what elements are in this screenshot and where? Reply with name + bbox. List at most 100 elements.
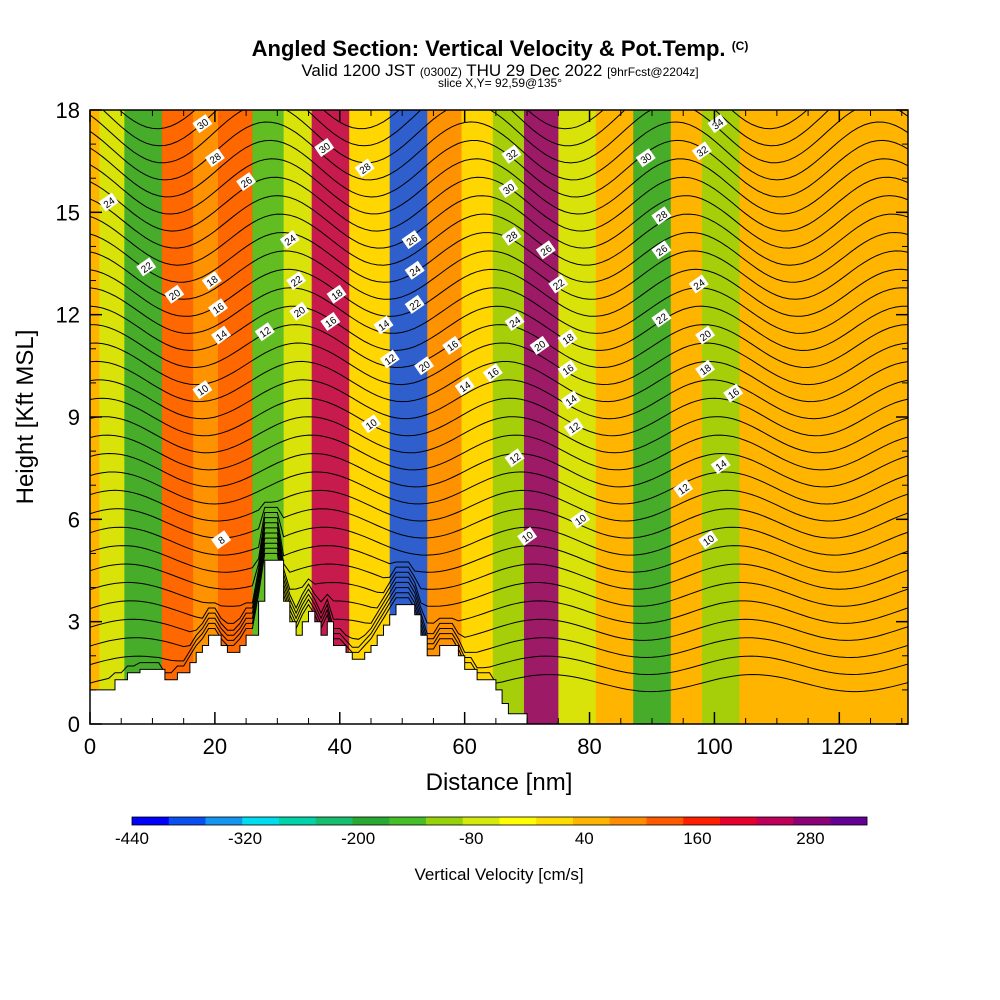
colorbar-tick-label: -320 bbox=[228, 829, 262, 848]
colorbar-swatch bbox=[462, 817, 500, 825]
isentrope-label: 20 bbox=[695, 325, 716, 345]
isentrope-label-bg bbox=[517, 526, 538, 546]
isentrope-label-bg bbox=[504, 448, 525, 468]
isentrope-label: 26 bbox=[651, 240, 672, 260]
isentrope-line bbox=[102, 110, 830, 147]
isentrope-label-bg bbox=[723, 383, 744, 403]
isentrope-label: 24 bbox=[404, 260, 425, 280]
velocity-band bbox=[739, 110, 797, 724]
isentrope-label-bg bbox=[454, 376, 475, 396]
valid-utc: (0300Z) bbox=[419, 65, 462, 79]
isentrope-label: 24 bbox=[98, 192, 119, 212]
slice-info: slice X,Y= 92,59@135° bbox=[437, 76, 563, 90]
isentrope-line bbox=[90, 517, 908, 573]
isentrope-label: 18 bbox=[326, 284, 347, 304]
isentrope-line bbox=[90, 552, 908, 693]
isentrope-label: 16 bbox=[557, 359, 578, 379]
axes: 0 20 40 60 80 100 120 0 3 6 9 12 15 18 bbox=[56, 98, 908, 759]
isentrope-label: 14 bbox=[454, 376, 475, 396]
isentrope-label: 14 bbox=[560, 390, 581, 410]
isentrope-label-bg bbox=[289, 301, 310, 321]
isentrope-label: 20 bbox=[529, 335, 550, 355]
isentrope-line bbox=[90, 547, 908, 676]
isentrope-label: 12 bbox=[379, 349, 400, 369]
isentrope-contours bbox=[90, 110, 908, 693]
isentrope-line bbox=[90, 522, 908, 590]
isentrope-label-bg bbox=[211, 530, 232, 550]
isentrope-line bbox=[90, 532, 908, 624]
isentrope-label-bg bbox=[414, 356, 435, 376]
isentrope-label-bg bbox=[192, 114, 213, 134]
isentrope-label: 30 bbox=[635, 148, 656, 168]
velocity-band bbox=[218, 110, 253, 724]
isentrope-label-bg bbox=[211, 325, 232, 345]
colorbar-swatch bbox=[683, 817, 721, 825]
isentrope-label-bg bbox=[373, 315, 394, 335]
isentrope-label-bg bbox=[201, 271, 222, 291]
isentrope-line bbox=[90, 268, 908, 317]
isentrope-label: 16 bbox=[723, 383, 744, 403]
isentrope-labels: 24 22 20 30 28 18 16 14 26 12 10 8 24 22 20 30 28 18 16 14 1… bbox=[98, 114, 744, 550]
isentrope-line bbox=[90, 250, 908, 300]
isentrope-line bbox=[90, 287, 908, 334]
colorbar-swatch bbox=[242, 817, 280, 825]
isentrope-label: 30 bbox=[498, 178, 519, 199]
isentrope-label: 12 bbox=[673, 479, 694, 499]
isentrope-line bbox=[90, 342, 908, 386]
isentrope-label-bg bbox=[560, 390, 581, 410]
isentrope-label-bg bbox=[442, 335, 463, 355]
velocity-band bbox=[558, 110, 597, 724]
isentrope-label: 14 bbox=[373, 315, 394, 335]
isentrope-label: 24 bbox=[688, 274, 709, 294]
colorbar-swatch bbox=[168, 817, 206, 825]
velocity-band bbox=[349, 110, 391, 724]
colorbar-swatch bbox=[279, 817, 317, 825]
isentrope-label-bg bbox=[379, 349, 400, 369]
isentrope-label: 28 bbox=[204, 148, 225, 168]
isentrope-label-bg bbox=[501, 144, 522, 164]
isentrope-label: 26 bbox=[535, 240, 556, 260]
isentrope-label-bg bbox=[557, 328, 578, 349]
isentrope-label: 22 bbox=[286, 271, 307, 291]
isentrope-label: 22 bbox=[548, 274, 569, 294]
isentrope-label-bg bbox=[535, 240, 556, 260]
x-tick-label: 100 bbox=[696, 734, 733, 759]
colorbar-label: Vertical Velocity [cm/s] bbox=[414, 865, 583, 884]
isentrope-label: 16 bbox=[442, 335, 463, 355]
colorbar-frame bbox=[131, 816, 868, 826]
isentrope-line bbox=[90, 324, 908, 369]
isentrope-label: 16 bbox=[208, 298, 228, 318]
isentrope-line bbox=[90, 537, 908, 641]
isentrope-label: 30 bbox=[192, 114, 213, 134]
colorbar-tick-label: -80 bbox=[459, 829, 484, 848]
colorbar-swatch bbox=[132, 817, 170, 825]
velocity-band bbox=[461, 110, 494, 724]
isentrope-label-bg bbox=[635, 148, 656, 168]
colorbar-swatch bbox=[793, 817, 831, 825]
isentrope-line bbox=[90, 527, 908, 607]
isentrope-line bbox=[90, 379, 908, 420]
y-tick-label: 15 bbox=[56, 200, 80, 225]
isentrope-line bbox=[90, 416, 908, 454]
isentrope-label-bg bbox=[651, 308, 672, 328]
isentrope-label: 10 bbox=[517, 526, 538, 546]
y-tick-label: 6 bbox=[68, 507, 80, 532]
velocity-band bbox=[595, 110, 634, 724]
colorbar-swatch bbox=[315, 817, 353, 825]
chart-title-units: (C) bbox=[731, 39, 749, 53]
isentrope-label: 32 bbox=[501, 144, 522, 164]
isentrope-label-bg bbox=[286, 271, 307, 291]
colorbar-swatch bbox=[499, 817, 537, 825]
colorbar-swatch bbox=[646, 817, 684, 825]
y-axis-label: Height [Kft MSL] bbox=[12, 330, 39, 505]
isentrope-label-bg bbox=[482, 363, 503, 383]
valid-prefix: Valid 1200 JST bbox=[301, 61, 416, 80]
colorbar-swatch bbox=[609, 817, 647, 825]
forecast-info: [9hrFcst@2204z] bbox=[607, 65, 699, 79]
isentrope-line bbox=[90, 434, 908, 471]
isentrope-label: 28 bbox=[354, 158, 375, 178]
isentrope-line bbox=[118, 110, 808, 130]
isentrope-label: 12 bbox=[254, 322, 275, 342]
isentrope-label-bg bbox=[354, 158, 375, 178]
isentrope-label-bg bbox=[314, 137, 335, 158]
